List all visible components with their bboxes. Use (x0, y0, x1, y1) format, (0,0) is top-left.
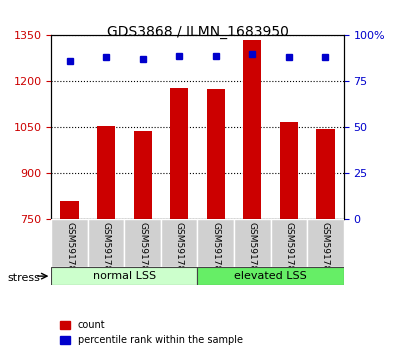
Text: GDS3868 / ILMN_1683950: GDS3868 / ILMN_1683950 (107, 25, 288, 39)
Text: GSM591782: GSM591782 (102, 222, 111, 276)
FancyBboxPatch shape (271, 219, 307, 267)
Bar (243, 40, 261, 219)
Text: GSM591786: GSM591786 (248, 222, 257, 276)
Text: GSM591781: GSM591781 (65, 222, 74, 277)
Text: GSM591787: GSM591787 (284, 222, 293, 276)
FancyBboxPatch shape (88, 219, 124, 267)
FancyBboxPatch shape (198, 219, 234, 267)
Text: GSM591784: GSM591784 (175, 222, 184, 277)
Bar (170, 87, 188, 219)
Text: stress: stress (8, 273, 41, 283)
Text: GSM591783: GSM591783 (138, 222, 147, 276)
Text: GSM591782: GSM591782 (102, 222, 111, 277)
FancyBboxPatch shape (234, 219, 271, 267)
Bar (60, 201, 79, 219)
Bar (134, 131, 152, 219)
Bar (316, 129, 335, 219)
Text: GSM591788: GSM591788 (321, 222, 330, 277)
FancyBboxPatch shape (161, 219, 198, 267)
Legend: count, percentile rank within the sample: count, percentile rank within the sample (56, 316, 246, 349)
Text: GSM591788: GSM591788 (321, 222, 330, 276)
Bar (207, 89, 225, 219)
Bar (280, 122, 298, 219)
Text: GSM591784: GSM591784 (175, 222, 184, 276)
Text: GSM591786: GSM591786 (248, 222, 257, 277)
Text: elevated LSS: elevated LSS (234, 271, 307, 281)
Text: GSM591785: GSM591785 (211, 222, 220, 277)
FancyBboxPatch shape (51, 267, 198, 285)
Text: GSM591787: GSM591787 (284, 222, 293, 277)
Text: GSM591785: GSM591785 (211, 222, 220, 276)
FancyBboxPatch shape (307, 219, 344, 267)
FancyBboxPatch shape (51, 219, 88, 267)
Text: GSM591783: GSM591783 (138, 222, 147, 277)
FancyBboxPatch shape (198, 267, 344, 285)
Text: GSM591781: GSM591781 (65, 222, 74, 276)
Text: normal LSS: normal LSS (93, 271, 156, 281)
Bar (97, 126, 115, 219)
FancyBboxPatch shape (124, 219, 161, 267)
